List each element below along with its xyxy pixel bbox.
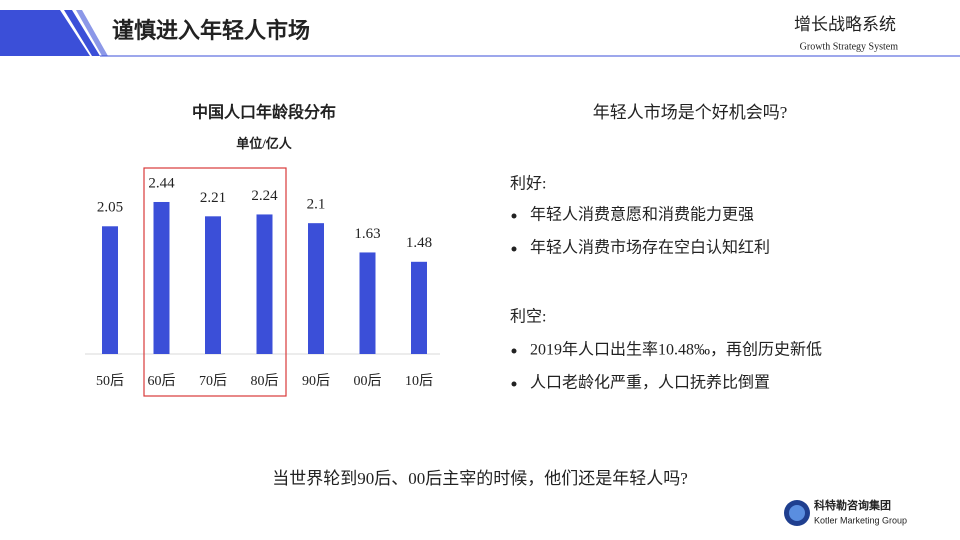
- x-tick-label: 90后: [302, 373, 330, 389]
- x-tick-label: 10后: [405, 373, 433, 389]
- brand-en: Growth Strategy System: [800, 41, 899, 52]
- bar: [153, 201, 170, 354]
- list-item: 人口老龄化严重，人口抚养比倒置: [530, 374, 770, 392]
- cons-heading: 利空:: [510, 308, 546, 326]
- header-stripe: [76, 10, 108, 56]
- bar: [411, 261, 427, 354]
- bar: [256, 214, 273, 354]
- x-tick-label: 70后: [199, 373, 227, 389]
- header-shape: [0, 10, 90, 56]
- x-tick-label: 50后: [96, 373, 124, 389]
- logo-name-en: Kotler Marketing Group: [814, 515, 907, 525]
- list-item: 年轻人消费意愿和消费能力更强: [530, 205, 754, 224]
- pros-heading: 利好:: [510, 175, 546, 193]
- highlight-box: [143, 167, 287, 397]
- x-tick-label: 80后: [251, 373, 279, 389]
- question: 年轻人市场是个好机会吗?: [593, 103, 788, 122]
- x-tick-label: 60后: [148, 373, 176, 389]
- bar: [205, 216, 221, 354]
- chart-title: 中国人口年龄段分布: [192, 103, 336, 122]
- chart-subtitle: 单位/亿人: [236, 136, 293, 151]
- list-item: 2019年人口出生率10.48‰，再创历史新低: [530, 341, 822, 359]
- bar: [359, 252, 376, 354]
- bullet: [511, 348, 517, 354]
- value-label: 2.05: [97, 200, 123, 216]
- value-label: 2.21: [200, 190, 226, 206]
- value-label: 2.1: [307, 197, 326, 213]
- value-label: 2.44: [148, 175, 175, 191]
- x-tick-label: 00后: [354, 373, 382, 389]
- value-label: 2.24: [251, 188, 278, 204]
- bullet: [511, 246, 517, 252]
- value-label: 1.48: [406, 235, 432, 251]
- footer-text: 当世界轮到90后、00后主宰的时候，他们还是年轻人吗?: [272, 469, 688, 488]
- bullet: [511, 381, 517, 387]
- bar: [308, 223, 324, 354]
- bullet: [511, 213, 517, 219]
- brand: 增长战略系统: [794, 15, 896, 34]
- bar: [102, 226, 118, 354]
- header-stripe: [64, 10, 100, 56]
- list-item: 年轻人消费市场存在空白认知红利: [530, 239, 770, 257]
- page-title: 谨慎进入年轻人市场: [112, 18, 310, 43]
- logo-name: 科特勒咨询集团: [814, 498, 891, 512]
- logo-mark-inner: [789, 505, 805, 521]
- value-label: 1.63: [354, 226, 380, 242]
